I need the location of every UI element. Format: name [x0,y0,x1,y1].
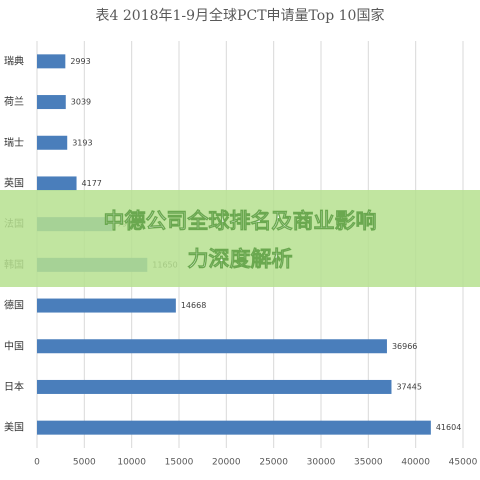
x-tick-label: 30000 [307,458,336,468]
x-tick-label: 5000 [73,458,96,468]
x-tick-label: 10000 [117,458,146,468]
banner-text: 中德公司全球排名及商业影响 [104,209,377,233]
value-label: 41604 [436,423,461,432]
value-label: 14668 [181,301,206,310]
y-tick-label: 英国 [4,176,24,189]
x-tick-label: 45000 [449,458,478,468]
value-label: 3039 [71,98,91,107]
banner [0,190,480,287]
bar [37,54,66,69]
y-tick-label: 瑞士 [4,136,24,149]
bar [37,135,68,150]
x-tick-label: 20000 [212,458,241,468]
x-tick-label: 0 [34,458,40,468]
value-label: 3193 [72,138,92,147]
banner-text: 力深度解析 [188,247,293,271]
bar [37,420,431,435]
y-tick-label: 美国 [4,421,24,434]
value-label: 36966 [392,342,417,351]
chart-title: 表4 2018年1-9月全球PCT申请量Top 10国家 [96,7,385,24]
value-label: 37445 [396,382,421,391]
y-tick-label: 日本 [4,380,24,393]
bar [37,339,387,354]
value-label: 4177 [82,179,102,188]
y-tick-label: 荷兰 [4,95,24,108]
x-tick-label: 40000 [401,458,430,468]
bar [37,176,77,191]
value-label: 2993 [70,57,90,66]
y-tick-label: 瑞典 [4,54,24,67]
y-tick-label: 德国 [4,299,24,312]
bar [37,379,392,394]
x-tick-label: 25000 [259,458,288,468]
x-tick-label: 15000 [165,458,194,468]
bar [37,95,66,110]
bar [37,298,176,313]
y-tick-label: 中国 [4,339,24,352]
x-tick-label: 35000 [354,458,383,468]
